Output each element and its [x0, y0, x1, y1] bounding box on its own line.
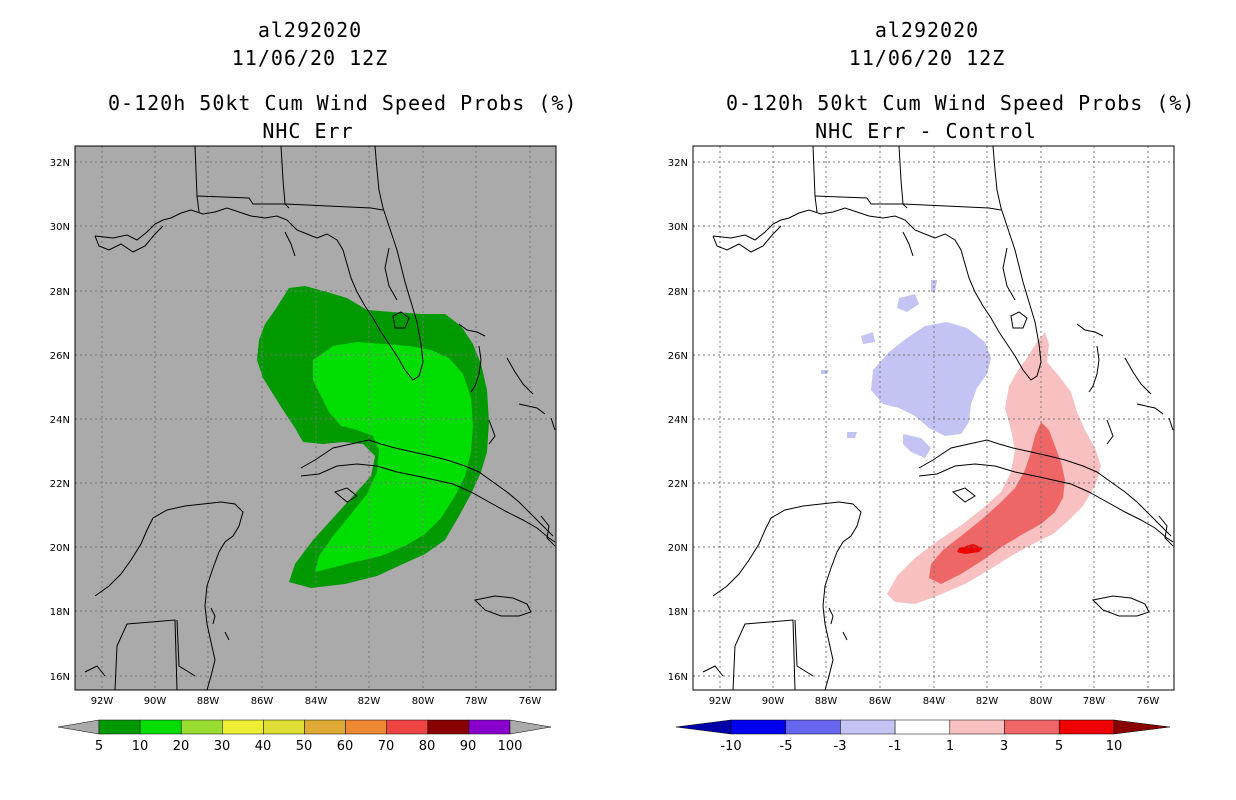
- left-lon-label: 92W: [91, 696, 114, 707]
- left-colorbar-cell: [468, 719, 511, 735]
- right-colorbar-label: -1: [889, 739, 902, 754]
- left-lat-label: 28N: [50, 287, 70, 298]
- left-colorbar-label: 20: [173, 739, 190, 754]
- right-colorbar-label: -10: [720, 739, 741, 754]
- left-lat-label: 32N: [50, 158, 70, 169]
- left-map-frame: [74, 145, 557, 691]
- left-colorbar-label: 90: [460, 739, 477, 754]
- left-colorbar-label: 10: [132, 739, 149, 754]
- left-storm-id: al292020: [257, 18, 363, 42]
- right-lon-label: 90W: [762, 696, 785, 707]
- left-colorbar: 5 10 20 30 40 50 60 70 80 90 100: [57, 719, 552, 754]
- right-lat-label: 20N: [668, 543, 688, 554]
- left-colorbar-cell: [180, 719, 223, 735]
- right-lat-label: 32N: [668, 158, 688, 169]
- right-colorbar-label: 1: [946, 739, 954, 754]
- right-lat-label: 24N: [668, 415, 688, 426]
- left-map: [74, 145, 557, 691]
- right-lat-label: 22N: [668, 479, 688, 490]
- right-colorbar: -10 -5 -3 -1 1 3 5 10: [675, 719, 1171, 754]
- right-map: [692, 145, 1175, 691]
- right-colorbar-label: 5: [1055, 739, 1063, 754]
- right-colorbar-cell: [785, 719, 841, 735]
- left-datetime: 11/06/20 12Z: [231, 46, 389, 70]
- right-map-frame: [692, 145, 1175, 691]
- right-lat-label: 26N: [668, 351, 688, 362]
- right-lon-label: 86W: [869, 696, 892, 707]
- right-storm-id: al292020: [874, 18, 980, 42]
- right-colorbar-cell: [949, 719, 1005, 735]
- right-colorbar-cell: [730, 719, 786, 735]
- left-lon-label: 80W: [412, 696, 435, 707]
- right-colorbar-cell: [1058, 719, 1115, 735]
- left-product-title: 0-120h 50kt Cum Wind Speed Probs (%): [108, 91, 578, 115]
- right-lon-label: 84W: [923, 696, 946, 707]
- right-prob-diff-negative: [821, 280, 991, 458]
- left-prob-10pct-area: [313, 342, 473, 572]
- right-prob-diff-3to5: [929, 422, 1065, 584]
- left-lon-label: 86W: [251, 696, 274, 707]
- right-lon-label: 92W: [709, 696, 732, 707]
- left-lon-label: 84W: [305, 696, 328, 707]
- right-lat-label: 28N: [668, 287, 688, 298]
- right-prob-diff-1to3: [887, 332, 1101, 604]
- left-lat-label: 24N: [50, 415, 70, 426]
- left-lon-label: 90W: [144, 696, 167, 707]
- left-colorbar-cell: [345, 719, 387, 735]
- left-colorbar-cell: [386, 719, 429, 735]
- right-colorbar-cell: [1004, 719, 1060, 735]
- right-lon-label: 82W: [976, 696, 999, 707]
- left-colorbar-label: 80: [419, 739, 436, 754]
- left-colorbar-label: 60: [337, 739, 354, 754]
- right-datetime: 11/06/20 12Z: [848, 46, 1006, 70]
- right-subtitle: NHC Err - Control: [815, 119, 1037, 143]
- right-colorbar-label: 10: [1106, 739, 1123, 754]
- left-lon-labels: 92W 90W 88W 86W 84W 82W 80W 78W 76W: [91, 696, 542, 707]
- left-subtitle: NHC Err: [262, 119, 354, 143]
- left-lat-label: 16N: [50, 672, 70, 683]
- left-colorbar-cell: [222, 719, 264, 735]
- left-colorbar-cell: [139, 719, 182, 735]
- left-colorbar-label: 70: [378, 739, 395, 754]
- left-lat-labels: 32N 30N 28N 26N 24N 22N 20N 18N 16N: [50, 158, 70, 683]
- left-colorbar-cell: [98, 719, 141, 735]
- right-colorbar-cell: [894, 719, 951, 735]
- left-colorbar-cell: [304, 719, 346, 735]
- left-colorbar-min-arrow: [57, 719, 100, 735]
- left-colorbar-cell: [427, 719, 470, 735]
- left-lat-label: 22N: [50, 479, 70, 490]
- left-colorbar-max-arrow: [509, 719, 552, 735]
- left-lat-label: 18N: [50, 607, 70, 618]
- left-lat-label: 26N: [50, 351, 70, 362]
- right-lat-label: 18N: [668, 607, 688, 618]
- right-colorbar-label: -5: [780, 739, 793, 754]
- left-colorbar-label: 30: [214, 739, 231, 754]
- left-colorbar-label: 100: [498, 739, 523, 754]
- right-product-title: 0-120h 50kt Cum Wind Speed Probs (%): [726, 91, 1196, 115]
- right-lon-labels: 92W 90W 88W 86W 84W 82W 80W 78W 76W: [709, 696, 1160, 707]
- right-lon-label: 88W: [815, 696, 838, 707]
- right-colorbar-min-arrow: [675, 719, 732, 735]
- right-prob-diff-5to10: [957, 544, 983, 554]
- right-lat-labels: 32N 30N 28N 26N 24N 22N 20N 18N 16N: [668, 158, 688, 683]
- left-lon-label: 88W: [197, 696, 220, 707]
- right-colorbar-label: 3: [1000, 739, 1008, 754]
- right-colorbar-cell: [840, 719, 896, 735]
- right-lat-label: 30N: [668, 222, 688, 233]
- right-lon-label: 78W: [1083, 696, 1106, 707]
- right-lon-label: 80W: [1030, 696, 1053, 707]
- right-colorbar-max-arrow: [1113, 719, 1171, 735]
- left-lon-label: 82W: [358, 696, 381, 707]
- right-lat-label: 16N: [668, 672, 688, 683]
- left-lat-label: 30N: [50, 222, 70, 233]
- left-colorbar-label: 50: [296, 739, 313, 754]
- left-lon-label: 76W: [519, 696, 542, 707]
- left-colorbar-label: 40: [255, 739, 272, 754]
- left-lon-label: 78W: [465, 696, 488, 707]
- left-colorbar-cell: [263, 719, 305, 735]
- right-lon-label: 76W: [1137, 696, 1160, 707]
- left-colorbar-label: 5: [95, 739, 103, 754]
- right-colorbar-label: -3: [834, 739, 847, 754]
- left-lat-label: 20N: [50, 543, 70, 554]
